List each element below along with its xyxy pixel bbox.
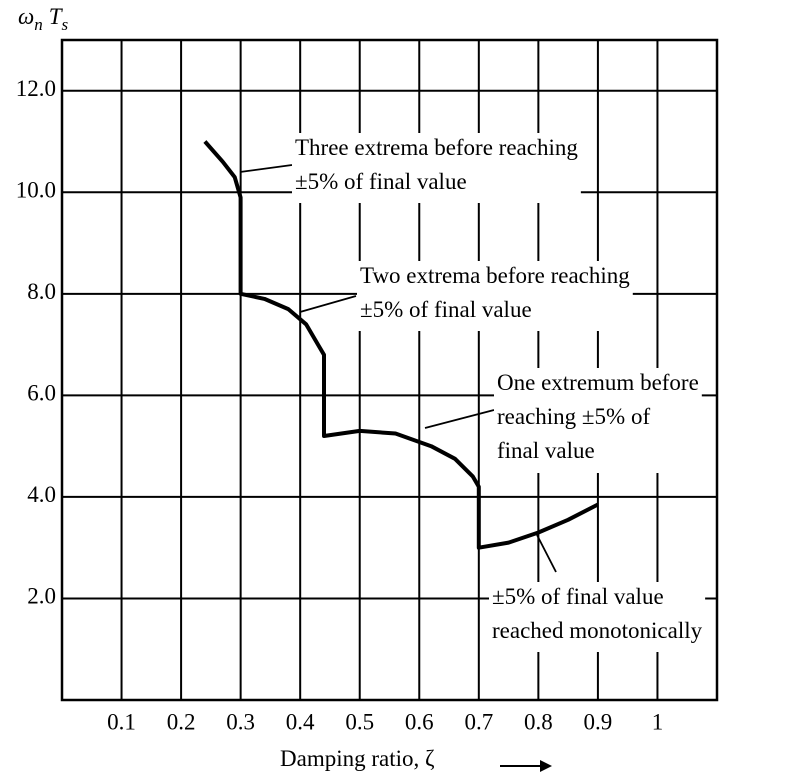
annotation-background [494, 368, 702, 473]
plot-frame [60, 38, 719, 702]
annotation-text: final value [497, 438, 595, 463]
annotation-text: reached monotonically [492, 618, 703, 643]
leader-line [424, 409, 495, 429]
x-tick-label: 0.2 [167, 709, 196, 734]
annotation: ±5% of final value reached monotonically [492, 584, 703, 643]
annotation-text: ±5% of final value [360, 297, 532, 322]
leader-line [536, 534, 557, 573]
y-tick-label: 6.0 [27, 381, 56, 406]
annotation: One extremum before reaching ±5% of final … [497, 370, 699, 463]
x-tick-label: 0.9 [584, 709, 613, 734]
leader-line [299, 295, 357, 313]
y-tick-label: 4.0 [27, 482, 56, 507]
curve [203, 140, 599, 550]
annotation-text: One extremum before [497, 370, 699, 395]
y-tick-label: 2.0 [27, 584, 56, 609]
annotation: Two extrema before reaching ±5% of final … [360, 263, 630, 322]
annotation-text: reaching ±5% of [497, 404, 650, 429]
x-tick-label: 0.3 [226, 709, 255, 734]
annotation-text: ±5% of final value [492, 584, 664, 609]
x-tick-label: 0.6 [405, 709, 434, 734]
x-axis-label: Damping ratio, ζ [280, 746, 435, 771]
x-tick-label: 0.8 [524, 709, 553, 734]
y-label-part: ω [18, 4, 34, 29]
y-label-part: n [34, 15, 43, 34]
annotation-text: ±5% of final value [295, 169, 467, 194]
leader-line [239, 164, 293, 173]
x-tick-label: 1 [652, 709, 664, 734]
annotation: Three extrema before reaching ±5% of fina… [295, 135, 578, 194]
annotation-background [357, 261, 633, 331]
y-axis-label: ωn Ts [18, 4, 69, 34]
x-tick-label: 0.4 [286, 709, 315, 734]
x-tick-label: 0.5 [345, 709, 374, 734]
y-tick-label: 8.0 [27, 279, 56, 304]
x-tick-label: 0.7 [464, 709, 493, 734]
annotation-text: Three extrema before reaching [295, 135, 578, 160]
x-tick-label: 0.1 [107, 709, 136, 734]
y-label-part: s [62, 15, 69, 34]
y-tick-label: 10.0 [16, 178, 56, 203]
y-label-part: T [49, 4, 64, 29]
axis-arrow-head [540, 760, 552, 772]
annotation-background [292, 133, 581, 203]
annotation-background [489, 582, 706, 652]
y-tick-label: 12.0 [16, 76, 56, 101]
annotation-text: Two extrema before reaching [360, 263, 630, 288]
